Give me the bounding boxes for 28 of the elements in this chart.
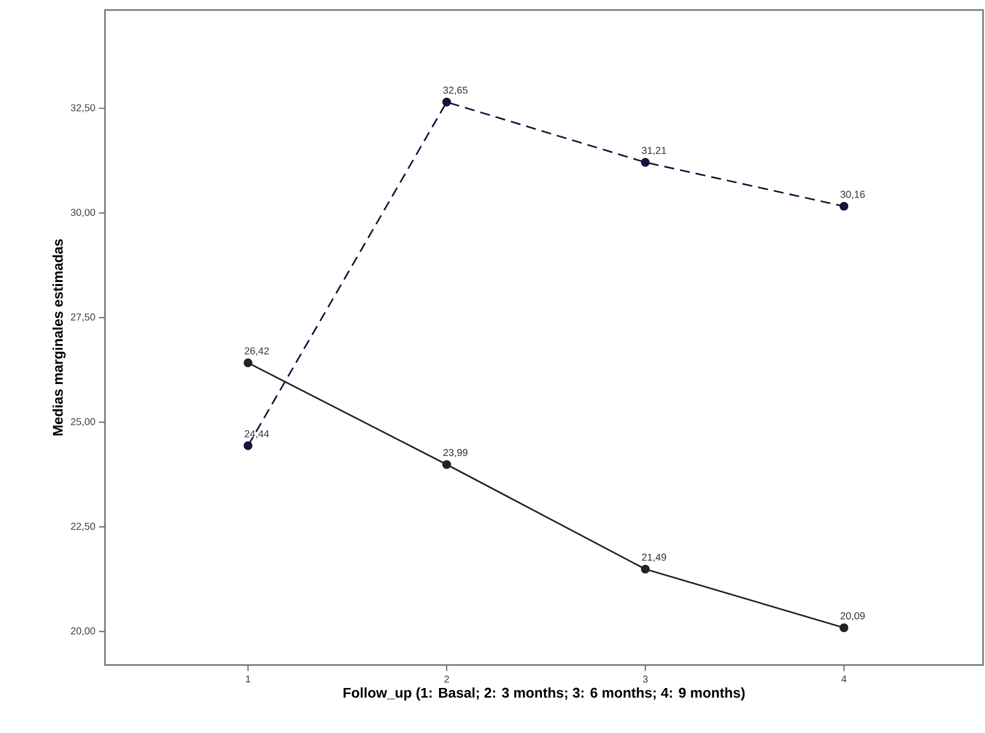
- y-tick-label: 22,50: [70, 522, 96, 531]
- x-tick-label: 3: [642, 676, 648, 683]
- data-label: 26,42: [244, 347, 269, 356]
- point: [442, 460, 452, 469]
- data-label: 31,21: [642, 146, 666, 156]
- point: [840, 202, 848, 211]
- y-tick-label: 25,00: [70, 418, 96, 426]
- data-label: 30,16: [840, 190, 865, 200]
- y-tick-label: 30,00: [70, 208, 96, 218]
- point: [640, 158, 650, 167]
- point: [640, 564, 650, 574]
- data-label: 23,99: [443, 449, 468, 458]
- x-tick-label: 1: [246, 676, 250, 682]
- point: [244, 358, 252, 368]
- x-tick-label: 4: [841, 676, 846, 682]
- point: [442, 98, 452, 106]
- data-label: 24,44: [244, 430, 269, 438]
- data-label: 21,49: [642, 554, 666, 562]
- y-axis-title: Medias marginales estimadas: [52, 239, 66, 436]
- data-label: 20,09: [840, 612, 865, 621]
- data-label: 32,65: [443, 86, 468, 95]
- point: [244, 441, 252, 450]
- x-axis-title: Follow_up (1: Basal; 2: 3 months; 3: 6 months; 4: 9 months): [344, 687, 745, 700]
- y-tick-label: 32,50: [70, 104, 96, 112]
- y-tick-label: 27,50: [70, 313, 96, 322]
- point: [840, 623, 848, 632]
- y-tick-label: 20,00: [70, 627, 96, 636]
- x-tick-label: 2: [444, 676, 449, 682]
